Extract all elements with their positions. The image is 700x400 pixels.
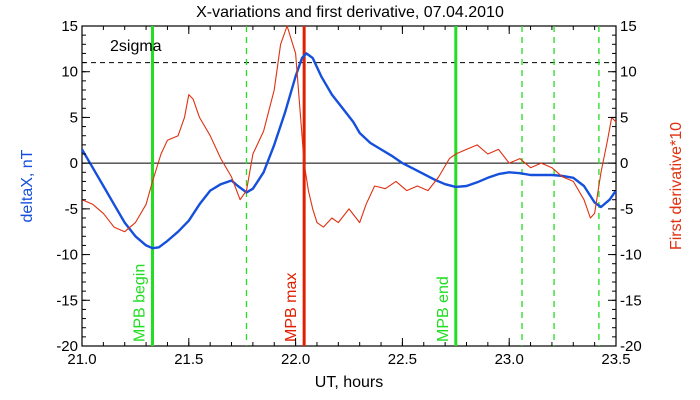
plot-area: [81, 25, 617, 347]
y-tick-label-right: -5: [620, 201, 633, 218]
annotation-label: MPB begin: [131, 264, 148, 342]
y-tick-label-right: -15: [620, 292, 642, 309]
y-tick-label-right: -10: [620, 247, 642, 264]
x-tick-label: 22.0: [281, 351, 310, 368]
series-line-deltax: [80, 52, 617, 250]
y-tick-label-left: -15: [56, 292, 78, 309]
chart-title: X-variations and first derivative, 07.04…: [196, 4, 504, 21]
y-tick-label-left: 0: [70, 155, 78, 172]
y-axis-label-left: deltaX, nT: [19, 149, 36, 222]
y-tick-label-left: -5: [65, 201, 78, 218]
annotation-label: MPB max: [283, 273, 300, 342]
y-tick-label-left: 5: [70, 109, 78, 126]
y-tick-label-right: 5: [620, 109, 628, 126]
x-tick-label: 22.5: [388, 351, 417, 368]
threshold-label: 2sigma: [110, 38, 162, 55]
x-tick-label: 21.5: [174, 351, 203, 368]
y-axis-label-right: First derivative*10: [668, 122, 685, 250]
y-tick-label-left: 15: [61, 18, 78, 35]
axis-ticks: 21.0 21.5 22.0 22.5 23.0 23.5 15 15 10 10 5 5 0 0 -5 -5…: [56, 18, 641, 368]
x-tick-label: 23.0: [495, 351, 524, 368]
x-tick-label: 23.5: [601, 351, 630, 368]
x-tick-label: 21.0: [67, 351, 96, 368]
annotation-label: MPB end: [435, 276, 452, 342]
series-layer: [80, 25, 617, 250]
x-axis-label: UT, hours: [315, 374, 383, 391]
series-line-derivative: [81, 25, 617, 233]
y-tick-label-left: 10: [61, 64, 78, 81]
y-tick-label-right: 15: [620, 18, 637, 35]
reference-lines: [82, 62, 616, 164]
y-tick-label-left: -20: [56, 338, 78, 355]
y-tick-label-right: -20: [620, 338, 642, 355]
y-tick-label-left: -10: [56, 247, 78, 264]
y-tick-label-right: 0: [620, 155, 628, 172]
plot-frame: [81, 25, 617, 347]
y-tick-label-right: 10: [620, 64, 637, 81]
